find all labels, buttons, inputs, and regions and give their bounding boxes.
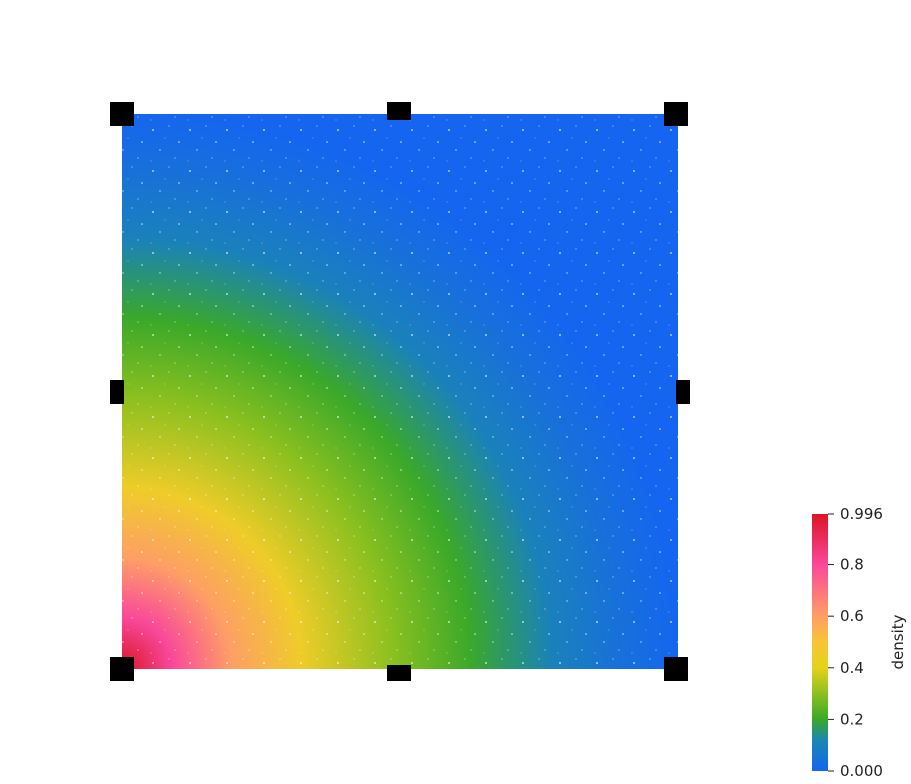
colorbar-tick-label: 0.996 [840,505,883,523]
marker-corner-bottom-right[interactable] [664,657,688,681]
marker-edge-left-middle[interactable] [110,380,124,404]
boundary-markers [110,102,690,681]
marker-corner-top-left[interactable] [110,102,134,126]
colorbar-tick-label: 0.4 [840,659,864,677]
colorbar-tick-label: 0.2 [840,710,864,728]
colorbar-tick-label: 0.6 [840,607,864,625]
colorbar-tick-label: 0.8 [840,556,864,574]
marker-edge-bottom-middle[interactable] [387,665,411,681]
density-field [122,114,678,669]
colorbar-tick-label: 0.000 [840,762,883,780]
marker-edge-right-middle[interactable] [676,380,690,404]
colorbar-bar [812,514,828,771]
colorbar-ticks: 0.996 0.8 0.6 0.4 0.2 0.000 [828,505,883,780]
marker-corner-bottom-left[interactable] [110,657,134,681]
field-speckle [122,114,678,669]
colorbar: 0.996 0.8 0.6 0.4 0.2 0.000 density [812,505,907,780]
marker-edge-top-middle[interactable] [387,102,411,120]
marker-corner-top-right[interactable] [664,102,688,126]
colorbar-title: density [889,614,907,669]
